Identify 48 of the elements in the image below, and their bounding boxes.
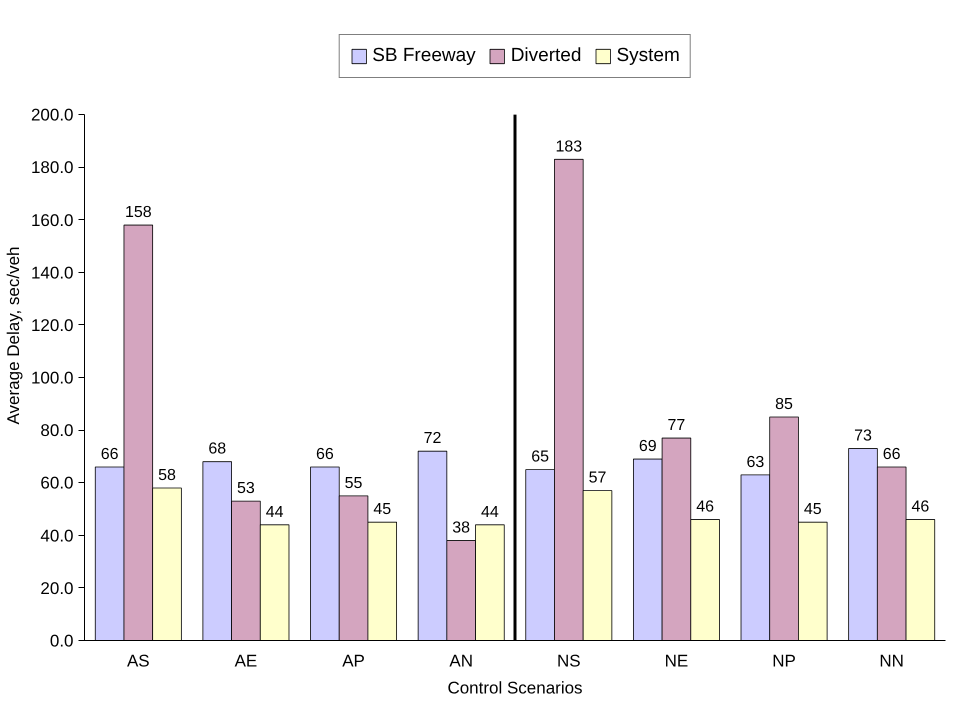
- y-tick-label: 80.0: [40, 421, 74, 440]
- x-tick-label: AS: [126, 652, 150, 670]
- data-label: 46: [696, 498, 714, 516]
- data-label: 72: [424, 430, 442, 448]
- y-tick-label: 140.0: [30, 263, 74, 282]
- x-tick-label: AP: [342, 652, 365, 670]
- y-axis-title: Average Delay, sec/veh: [4, 246, 23, 424]
- data-label: 158: [124, 204, 152, 222]
- data-label: 73: [854, 428, 872, 445]
- x-tick-label: AN: [449, 652, 474, 670]
- legend-label: SB Freeway: [372, 45, 476, 67]
- legend-label: Diverted: [510, 45, 582, 67]
- data-label: 183: [555, 138, 582, 156]
- data-label: 44: [266, 504, 284, 521]
- y-tick-label: 120.0: [30, 316, 74, 335]
- data-label: 63: [746, 454, 764, 471]
- x-tick-label: NP: [772, 652, 796, 670]
- x-tick-label: AE: [234, 652, 258, 670]
- y-tick-label: 100.0: [30, 368, 74, 388]
- y-tick-label: 200.0: [30, 106, 74, 125]
- x-axis-title: Control Scenarios: [447, 678, 583, 698]
- data-label: 66: [316, 446, 334, 463]
- data-label: 45: [804, 501, 822, 518]
- data-label: 38: [452, 520, 470, 537]
- data-label: 85: [775, 396, 794, 414]
- data-label: 53: [237, 480, 255, 498]
- y-tick-label: 180.0: [30, 158, 74, 178]
- data-label: 45: [373, 501, 392, 518]
- x-tick-label: NE: [664, 652, 688, 670]
- y-tick-label: 160.0: [30, 210, 74, 230]
- data-label: 66: [882, 446, 901, 463]
- x-tick-label: NN: [879, 652, 904, 670]
- data-label: 46: [911, 498, 930, 516]
- data-label: 44: [480, 504, 499, 521]
- data-label: 55: [344, 474, 363, 492]
- x-tick-label: NS: [557, 652, 581, 670]
- data-label: 69: [638, 438, 657, 456]
- y-tick-label: 0.0: [50, 632, 74, 650]
- data-label: 58: [158, 467, 176, 484]
- data-label: 68: [208, 440, 226, 458]
- data-label: 77: [668, 417, 686, 434]
- y-tick-label: 40.0: [40, 526, 74, 546]
- y-tick-label: 20.0: [40, 578, 74, 598]
- legend-label: System: [616, 45, 680, 67]
- data-label: 57: [588, 470, 607, 487]
- data-label: 66: [100, 446, 119, 463]
- data-label: 65: [531, 448, 550, 466]
- y-tick-label: 60.0: [40, 474, 74, 493]
